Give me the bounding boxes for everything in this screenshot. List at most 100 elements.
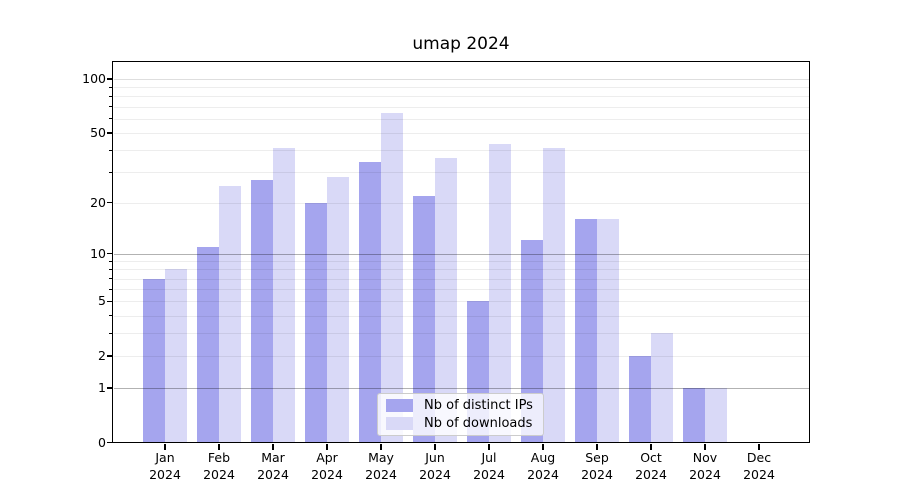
- chart-title: umap 2024: [412, 34, 510, 54]
- gridline-y-5: [113, 301, 809, 303]
- x-tick-label-feb: Feb 2024: [203, 450, 235, 482]
- y-minor-tick-6: [109, 288, 113, 290]
- x-tick-aug: [542, 443, 544, 450]
- gridline-y-90: [113, 87, 809, 89]
- x-tick-label-sep: Sep 2024: [581, 450, 613, 482]
- y-tick-label-50: 50: [90, 124, 106, 140]
- gridline-y-10: [113, 253, 809, 255]
- bar-downloads-sep: [597, 219, 619, 443]
- gridline-y-8: [113, 269, 809, 271]
- y-minor-tick-40: [109, 149, 113, 151]
- bar-ips-nov: [683, 387, 705, 443]
- gridline-y-60: [113, 118, 809, 120]
- x-tick-label-may: May 2024: [365, 450, 397, 482]
- bar-downloads-nov: [705, 387, 727, 443]
- bar-ips-jan: [143, 278, 165, 443]
- legend-item-distinct-ips: Nb of distinct IPs: [386, 396, 537, 415]
- gridline-y-100: [113, 79, 809, 80]
- legend-label-distinct-ips: Nb of distinct IPs: [424, 397, 533, 413]
- y-minor-tick-7: [109, 278, 113, 280]
- y-minor-tick-5: [109, 300, 113, 302]
- x-tick-oct: [650, 443, 652, 450]
- y-minor-tick-30: [109, 171, 113, 173]
- bar-downloads-apr: [327, 177, 349, 443]
- x-tick-label-apr: Apr 2024: [311, 450, 343, 482]
- bar-downloads-oct: [651, 333, 673, 443]
- gridline-y-7: [113, 278, 809, 280]
- gridline-y-70: [113, 106, 809, 108]
- x-tick-jan: [164, 443, 166, 450]
- y-minor-tick-3: [109, 332, 113, 334]
- gridline-y-9: [113, 261, 809, 263]
- bar-ips-apr: [305, 202, 327, 443]
- gridline-y-4: [113, 315, 809, 317]
- y-tick-0: [106, 441, 113, 444]
- x-tick-dec: [758, 443, 760, 450]
- legend-label-downloads: Nb of downloads: [424, 416, 533, 432]
- y-tick-label-100: 100: [82, 71, 106, 86]
- bar-downloads-jul: [489, 144, 511, 443]
- y-tick-label-0: 0: [98, 434, 106, 450]
- x-tick-label-jun: Jun 2024: [419, 450, 451, 482]
- bar-ips-oct: [629, 355, 651, 443]
- legend-swatch-downloads: [386, 417, 413, 431]
- gridline-y-3: [113, 333, 809, 335]
- y-minor-tick-50: [109, 132, 113, 134]
- x-tick-may: [380, 443, 382, 450]
- gridline-y-1: [113, 387, 809, 389]
- gridline-y-50: [113, 132, 809, 134]
- gridline-y-2: [113, 355, 809, 357]
- bar-ips-feb: [197, 246, 219, 443]
- y-minor-tick-4: [109, 315, 113, 317]
- bar-downloads-jan: [165, 269, 187, 443]
- y-minor-tick-20: [109, 202, 113, 204]
- x-tick-nov: [704, 443, 706, 450]
- gridline-y-80: [113, 96, 809, 98]
- bar-ips-sep: [575, 219, 597, 443]
- x-tick-label-nov: Nov 2024: [689, 450, 721, 482]
- x-tick-label-jan: Jan 2024: [149, 450, 181, 482]
- bar-ips-jun: [413, 195, 435, 443]
- x-tick-apr: [326, 443, 328, 450]
- gridline-y-30: [113, 172, 809, 174]
- y-tick-label-1: 1: [98, 379, 106, 395]
- legend: Nb of distinct IPs Nb of downloads: [377, 393, 544, 436]
- y-tick-1: [106, 387, 113, 389]
- gridline-y-6: [113, 289, 809, 291]
- y-minor-tick-60: [109, 118, 113, 120]
- gridline-y-20: [113, 202, 809, 204]
- bar-ips-aug: [521, 240, 543, 443]
- legend-item-downloads: Nb of downloads: [386, 415, 537, 434]
- y-tick-label-5: 5: [98, 293, 106, 309]
- y-minor-tick-90: [109, 86, 113, 88]
- x-tick-mar: [272, 443, 274, 450]
- x-tick-jul: [488, 443, 490, 450]
- x-tick-label-aug: Aug 2024: [527, 450, 559, 482]
- x-tick-label-jul: Jul 2024: [473, 450, 505, 482]
- bar-downloads-may: [381, 112, 403, 443]
- y-minor-tick-80: [109, 95, 113, 97]
- y-tick-100: [106, 78, 113, 80]
- y-tick-10: [106, 252, 113, 255]
- y-tick-label-20: 20: [90, 194, 106, 210]
- y-minor-tick-9: [109, 260, 113, 262]
- x-tick-label-oct: Oct 2024: [635, 450, 667, 482]
- bar-downloads-feb: [219, 185, 241, 443]
- y-tick-label-10: 10: [90, 245, 106, 261]
- gridline-y-40: [113, 150, 809, 151]
- x-tick-feb: [218, 443, 220, 450]
- x-tick-label-dec: Dec 2024: [743, 450, 775, 482]
- bar-downloads-aug: [543, 148, 565, 443]
- x-tick-label-mar: Mar 2024: [257, 450, 289, 482]
- y-minor-tick-2: [109, 355, 113, 357]
- x-tick-sep: [596, 443, 598, 450]
- y-minor-tick-8: [109, 268, 113, 270]
- x-tick-jun: [434, 443, 436, 450]
- y-tick-label-2: 2: [98, 347, 106, 363]
- bar-ips-may: [359, 162, 381, 443]
- bar-ips-mar: [251, 180, 273, 443]
